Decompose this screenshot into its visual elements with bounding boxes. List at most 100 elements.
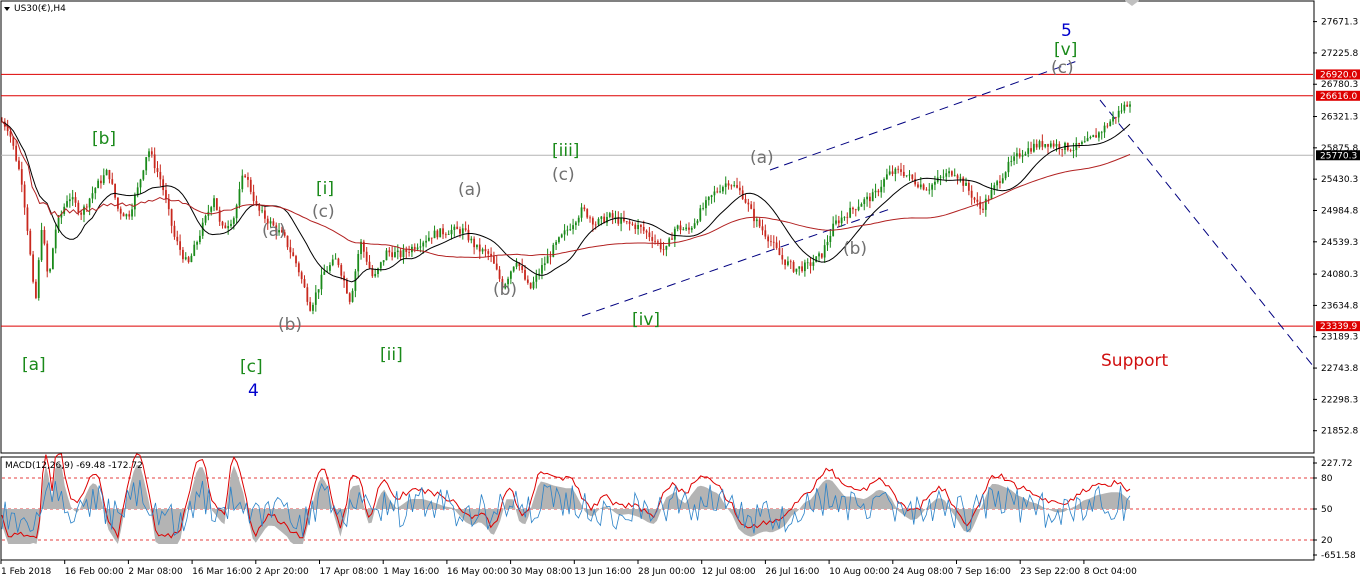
price-candle-body bbox=[1055, 143, 1058, 147]
price-candle-body bbox=[419, 246, 422, 248]
price-candle-body bbox=[481, 249, 484, 252]
wave-label: Support bbox=[1101, 351, 1169, 371]
price-candle-body bbox=[317, 289, 320, 293]
price-candle-body bbox=[560, 234, 563, 238]
price-candle-body bbox=[1112, 116, 1114, 122]
time-tick-label: 17 Apr 08:00 bbox=[320, 567, 379, 577]
price-candle-body bbox=[509, 271, 512, 279]
price-tick-label: 27225.8 bbox=[1321, 49, 1358, 59]
price-marker-label: 25770.3 bbox=[1320, 151, 1357, 161]
price-candle-body bbox=[589, 217, 591, 219]
price-candle-body bbox=[442, 228, 444, 235]
price-candle-body bbox=[453, 226, 456, 230]
price-candle-body bbox=[803, 262, 806, 272]
price-marker-box bbox=[1316, 150, 1360, 161]
price-candle-body bbox=[210, 207, 213, 212]
price-candle-body bbox=[162, 179, 165, 191]
price-candle-body bbox=[54, 229, 57, 249]
price-candle-body bbox=[1086, 138, 1089, 142]
price-candle-body bbox=[427, 237, 430, 241]
price-candle-body bbox=[521, 265, 524, 270]
price-candle-body bbox=[74, 197, 77, 203]
price-candle-body bbox=[1027, 148, 1030, 154]
price-candle-body bbox=[546, 256, 549, 264]
price-candle-body bbox=[1081, 142, 1083, 145]
price-candle-body bbox=[801, 266, 803, 272]
price-candle-body bbox=[165, 190, 167, 199]
price-candle-body bbox=[379, 262, 382, 269]
price-candle-body bbox=[707, 196, 710, 201]
price-candle-body bbox=[651, 237, 654, 241]
macd-signal-line bbox=[1, 453, 1131, 540]
time-tick-label: 16 May 00:00 bbox=[447, 567, 509, 577]
price-candle-body bbox=[388, 250, 391, 253]
price-candle-body bbox=[942, 176, 945, 178]
price-candle-body bbox=[385, 250, 388, 261]
price-candle-body bbox=[1035, 143, 1038, 148]
price-candle-body bbox=[512, 266, 515, 272]
price-candle-body bbox=[869, 196, 871, 202]
price-candle-body bbox=[357, 253, 360, 272]
time-tick-label: 16 Feb 00:00 bbox=[65, 567, 124, 577]
price-candle-body bbox=[1049, 143, 1052, 147]
price-candle-body bbox=[1047, 144, 1049, 147]
price-candle-body bbox=[182, 249, 184, 260]
upper-channel-line bbox=[769, 59, 1081, 171]
time-tick-label: 2 Mar 08:00 bbox=[128, 567, 183, 577]
wave-label: (c) bbox=[312, 202, 335, 222]
price-candle-body bbox=[594, 224, 597, 226]
price-candle-body bbox=[57, 217, 60, 230]
price-candle-body bbox=[159, 171, 162, 180]
price-candle-body bbox=[993, 185, 996, 190]
price-candle-body bbox=[187, 257, 190, 263]
price-candle-body bbox=[640, 225, 642, 227]
price-candle-body bbox=[597, 218, 600, 225]
price-candle-body bbox=[772, 241, 775, 243]
price-candle-body bbox=[128, 214, 131, 217]
price-candle-body bbox=[464, 228, 467, 230]
price-candle-body bbox=[603, 216, 606, 223]
price-candle-body bbox=[326, 270, 329, 272]
price-candle-body bbox=[781, 255, 784, 260]
price-candle-body bbox=[611, 213, 614, 218]
price-candle-body bbox=[857, 206, 860, 211]
price-candle-body bbox=[705, 200, 707, 209]
price-candle-body bbox=[249, 179, 252, 192]
price-candle-body bbox=[309, 301, 312, 311]
price-candle-body bbox=[473, 238, 476, 248]
time-tick-label: 26 Jul 16:00 bbox=[765, 567, 819, 577]
price-candle-body bbox=[549, 256, 552, 258]
price-candle-body bbox=[382, 260, 385, 263]
price-candle-body bbox=[837, 220, 840, 224]
price-candle-body bbox=[1041, 141, 1044, 147]
price-candle-body bbox=[953, 175, 956, 177]
price-candle-body bbox=[255, 201, 258, 204]
price-candle-body bbox=[591, 218, 594, 225]
price-candle-body bbox=[224, 225, 227, 229]
macd-main-line bbox=[1, 480, 1131, 538]
price-candle-body bbox=[179, 241, 182, 250]
price-candle-body bbox=[459, 229, 461, 234]
price-candle-body bbox=[634, 224, 637, 230]
price-candle-body bbox=[490, 253, 492, 257]
price-candle-body bbox=[880, 186, 883, 193]
price-candle-body bbox=[914, 178, 917, 185]
price-candle-body bbox=[91, 193, 94, 199]
time-tick-label: 8 Oct 04:00 bbox=[1084, 567, 1137, 577]
price-candle-body bbox=[258, 203, 261, 211]
price-candle-body bbox=[244, 175, 247, 177]
price-candle-body bbox=[145, 157, 148, 171]
price-candle-body bbox=[784, 259, 786, 265]
price-candle-body bbox=[329, 265, 331, 271]
price-candle-body bbox=[408, 251, 410, 253]
symbol-dropdown-icon[interactable] bbox=[4, 7, 10, 11]
price-candle-body bbox=[430, 237, 433, 239]
price-candle-body bbox=[365, 251, 368, 262]
price-candle-body bbox=[176, 236, 179, 242]
price-candle-body bbox=[682, 229, 685, 231]
price-candle-body bbox=[337, 258, 340, 266]
price-candle-body bbox=[348, 293, 351, 302]
price-candle-body bbox=[719, 191, 721, 193]
price-candle-body bbox=[1072, 150, 1075, 151]
wave-label: (b) bbox=[278, 315, 302, 335]
